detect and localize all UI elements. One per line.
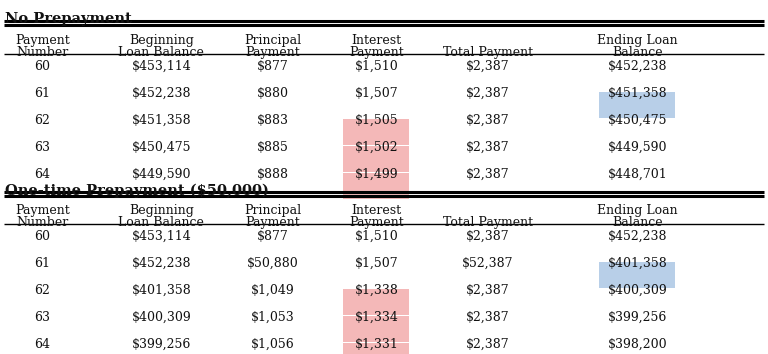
Text: $399,256: $399,256 (131, 338, 191, 351)
FancyBboxPatch shape (343, 316, 409, 342)
Text: $1,510: $1,510 (355, 230, 398, 243)
Text: $1,331: $1,331 (354, 338, 399, 351)
Text: $880: $880 (257, 87, 289, 100)
Text: $452,238: $452,238 (607, 230, 667, 243)
Text: One-time Prepayment ($50,000): One-time Prepayment ($50,000) (5, 184, 269, 198)
Text: Ending Loan: Ending Loan (598, 204, 677, 217)
Text: No Prepayment: No Prepayment (5, 12, 132, 26)
Text: Beginning: Beginning (129, 34, 194, 47)
FancyBboxPatch shape (343, 119, 409, 145)
Text: $400,309: $400,309 (607, 284, 667, 297)
Text: Number: Number (16, 46, 68, 59)
Text: $449,590: $449,590 (607, 141, 667, 154)
Text: 60: 60 (35, 230, 50, 243)
Text: 61: 61 (35, 257, 50, 270)
Text: Balance: Balance (612, 46, 663, 59)
Text: Loan Balance: Loan Balance (118, 46, 204, 59)
Text: $452,238: $452,238 (131, 257, 191, 270)
Text: Interest: Interest (351, 204, 402, 217)
Text: Total Payment: Total Payment (442, 216, 533, 229)
Text: $451,358: $451,358 (607, 87, 667, 100)
Text: $2,387: $2,387 (466, 87, 509, 100)
Text: $1,499: $1,499 (355, 168, 398, 181)
Text: $1,053: $1,053 (251, 311, 294, 324)
FancyBboxPatch shape (343, 289, 409, 315)
FancyBboxPatch shape (343, 343, 409, 354)
Text: $452,238: $452,238 (131, 87, 191, 100)
Text: $450,475: $450,475 (607, 114, 667, 127)
Text: $448,701: $448,701 (607, 168, 667, 181)
Text: Beginning: Beginning (129, 204, 194, 217)
Text: $1,338: $1,338 (354, 284, 399, 297)
Text: 61: 61 (35, 87, 50, 100)
Text: Payment: Payment (245, 216, 300, 229)
Text: $1,507: $1,507 (355, 87, 398, 100)
Text: $453,114: $453,114 (131, 230, 191, 243)
Text: $1,334: $1,334 (354, 311, 399, 324)
Text: $450,475: $450,475 (131, 141, 191, 154)
Text: $2,387: $2,387 (466, 338, 509, 351)
Text: $1,056: $1,056 (251, 338, 294, 351)
Text: $52,387: $52,387 (462, 257, 514, 270)
Text: Ending Loan: Ending Loan (598, 34, 677, 47)
Text: $453,114: $453,114 (131, 60, 191, 73)
Text: $401,358: $401,358 (607, 257, 667, 270)
Text: 60: 60 (35, 60, 50, 73)
Text: 63: 63 (35, 311, 50, 324)
Text: $1,510: $1,510 (355, 60, 398, 73)
Text: 62: 62 (35, 114, 50, 127)
Text: 64: 64 (35, 338, 50, 351)
FancyBboxPatch shape (600, 262, 675, 288)
Text: $883: $883 (257, 114, 289, 127)
Text: $1,049: $1,049 (251, 284, 294, 297)
Text: $885: $885 (257, 141, 289, 154)
Text: $877: $877 (257, 230, 289, 243)
Text: $1,502: $1,502 (355, 141, 398, 154)
Text: Principal: Principal (244, 204, 301, 217)
Text: $452,238: $452,238 (607, 60, 667, 73)
Text: $50,880: $50,880 (247, 257, 299, 270)
Text: $401,358: $401,358 (131, 284, 191, 297)
Text: $2,387: $2,387 (466, 230, 509, 243)
Text: $451,358: $451,358 (131, 114, 191, 127)
Text: $2,387: $2,387 (466, 284, 509, 297)
Text: Payment: Payment (15, 204, 70, 217)
Text: 62: 62 (35, 284, 50, 297)
Text: Payment: Payment (349, 216, 404, 229)
Text: $449,590: $449,590 (131, 168, 191, 181)
FancyBboxPatch shape (343, 146, 409, 172)
Text: Loan Balance: Loan Balance (118, 216, 204, 229)
Text: Total Payment: Total Payment (442, 46, 533, 59)
Text: $398,200: $398,200 (607, 338, 667, 351)
FancyBboxPatch shape (600, 92, 675, 118)
Text: Balance: Balance (612, 216, 663, 229)
Text: Payment: Payment (15, 34, 70, 47)
Text: Interest: Interest (351, 34, 402, 47)
Text: $2,387: $2,387 (466, 60, 509, 73)
Text: $877: $877 (257, 60, 289, 73)
Text: 63: 63 (35, 141, 50, 154)
Text: Number: Number (16, 216, 68, 229)
Text: $2,387: $2,387 (466, 168, 509, 181)
Text: 64: 64 (35, 168, 50, 181)
FancyBboxPatch shape (343, 173, 409, 199)
Text: $399,256: $399,256 (607, 311, 667, 324)
Text: $400,309: $400,309 (131, 311, 191, 324)
Text: $2,387: $2,387 (466, 141, 509, 154)
Text: $2,387: $2,387 (466, 311, 509, 324)
Text: $1,505: $1,505 (355, 114, 398, 127)
Text: $1,507: $1,507 (355, 257, 398, 270)
Text: $888: $888 (257, 168, 289, 181)
Text: Payment: Payment (349, 46, 404, 59)
Text: Principal: Principal (244, 34, 301, 47)
Text: $2,387: $2,387 (466, 114, 509, 127)
Text: Payment: Payment (245, 46, 300, 59)
